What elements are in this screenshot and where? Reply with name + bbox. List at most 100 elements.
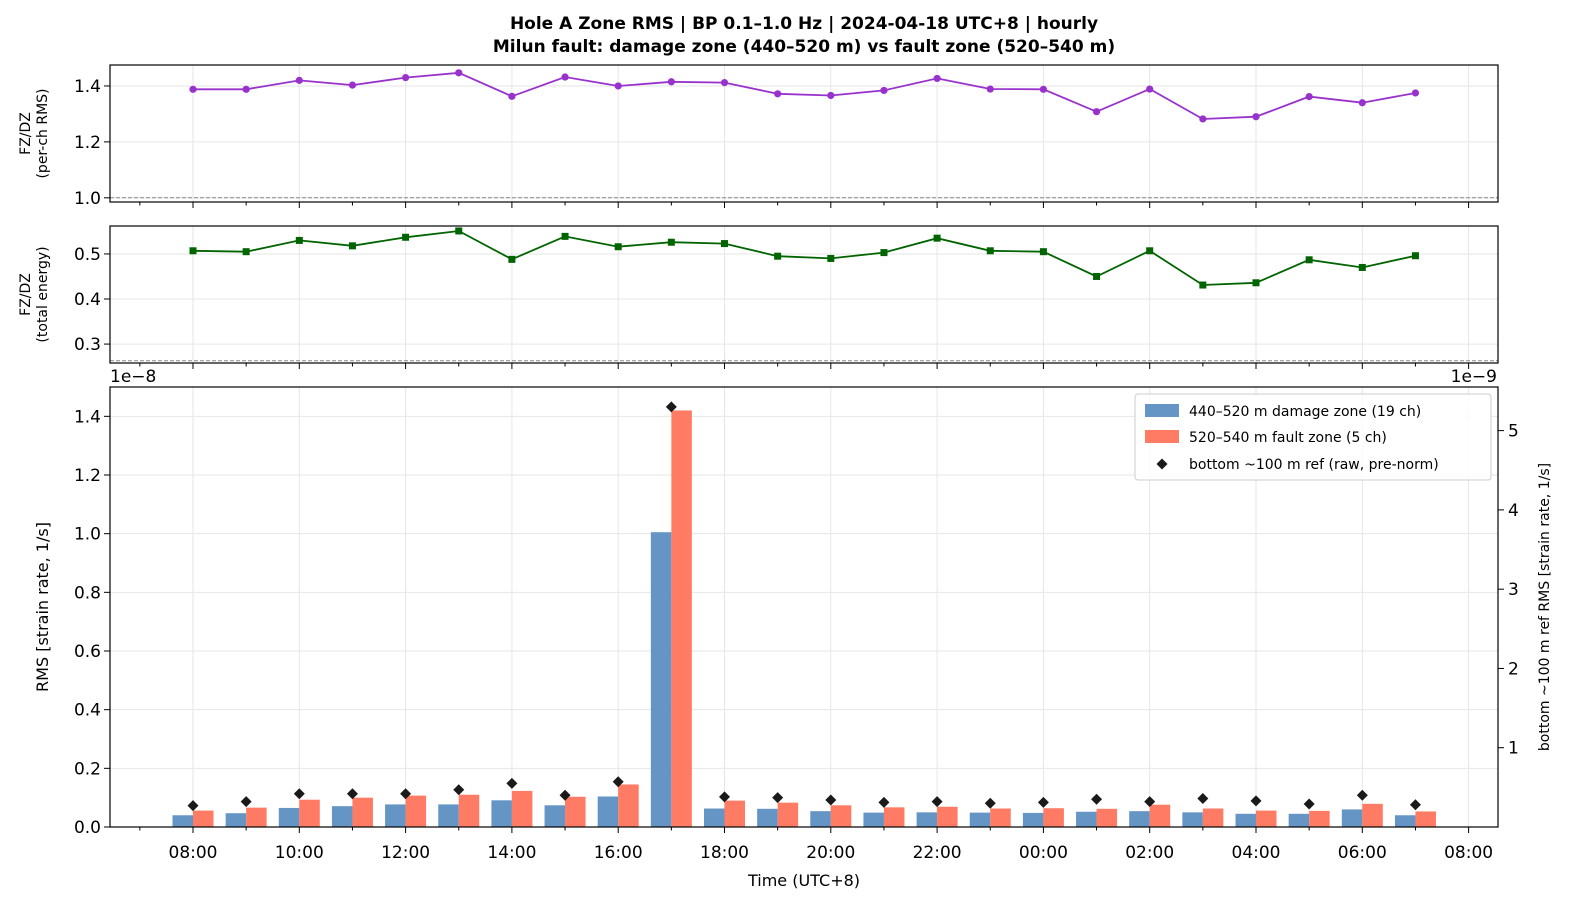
panel-ratio-per-ch: 1.0 1.2 1.4 FZ/DZ(per-ch RMS) <box>18 64 1499 209</box>
per-ch-ratio-point <box>986 85 994 93</box>
fault-zone-bar <box>1096 808 1118 827</box>
y-tick-label: 0.4 <box>74 701 101 721</box>
bottom-ref-marker <box>825 794 837 806</box>
damage-zone-bar <box>491 800 512 827</box>
per-ch-ratio-point <box>1305 92 1313 101</box>
bottom-ref-marker <box>453 784 465 796</box>
fault-zone-bar <box>990 808 1011 827</box>
total-energy-ratio-series-line <box>192 230 1416 286</box>
panel-rms-bars: 0.0 0.2 0.4 0.6 0.8 1.0 1.2 1.4 1 2 3 4 5 08:00 10:00 1… <box>33 386 1553 863</box>
total-energy-ratio-point <box>667 238 675 246</box>
fault-zone-bar <box>937 806 958 827</box>
damage-zone-bar <box>544 805 566 827</box>
damage-zone-bar <box>810 811 831 827</box>
x-tick-label: 16:00 <box>594 843 643 863</box>
fault-zone-bar <box>777 802 799 827</box>
x-tick-label: 12:00 <box>381 843 430 863</box>
y-axis-label: FZ/DZ(per-ch RMS) <box>18 88 51 178</box>
bottom-ref-marker <box>878 796 890 808</box>
total-energy-ratio-point <box>508 255 516 263</box>
bottom-ref-marker <box>719 791 730 803</box>
y-tick-label: 0.0 <box>74 818 101 838</box>
total-energy-ratio-point <box>348 242 356 250</box>
fault-zone-bar <box>1043 808 1064 827</box>
damage-zone-bar <box>1182 812 1203 827</box>
per-ch-ratio-point <box>295 76 303 84</box>
fault-zone-bar <box>883 807 905 827</box>
damage-zone-bar <box>1076 811 1097 827</box>
total-energy-ratio-point <box>1252 279 1260 287</box>
fault-zone-bar <box>193 810 214 827</box>
y-tick-label: 0.8 <box>74 583 101 603</box>
legend-marker <box>1156 458 1168 470</box>
total-energy-ratio-point <box>1039 248 1047 256</box>
y2-offset-label: 1e−9 <box>1451 367 1497 387</box>
y-axis-label-line: (per-ch RMS) <box>35 88 51 178</box>
x-tick-label: 20:00 <box>806 843 855 863</box>
damage-zone-bar <box>969 812 991 827</box>
per-ch-ratio-point <box>455 69 463 77</box>
total-energy-ratio-point <box>1305 256 1313 264</box>
damage-zone-bar <box>331 806 353 827</box>
damage-zone-bar <box>1394 815 1416 827</box>
panel-frame <box>109 386 1499 828</box>
total-energy-ratio-point <box>880 249 888 257</box>
y-axis-label-line: FZ/DZ <box>18 112 34 155</box>
y-axis-label-line: (total energy) <box>35 246 51 342</box>
y-offset-label: 1e−8 <box>110 367 156 387</box>
fault-zone-bar <box>299 799 320 827</box>
total-energy-ratio-point <box>455 227 463 235</box>
bottom-ref-marker <box>400 788 412 800</box>
damage-zone-bar <box>172 815 193 827</box>
x-tick-label: 06:00 <box>1338 843 1387 863</box>
damage-zone-bar <box>863 812 884 827</box>
y-tick-label: 1.0 <box>74 525 101 545</box>
bottom-ref-marker <box>240 796 252 808</box>
x-tick-label: 04:00 <box>1232 843 1281 863</box>
fault-zone-bar <box>618 784 639 827</box>
damage-zone-bar <box>704 808 725 827</box>
per-ch-ratio-point <box>720 79 729 87</box>
per-ch-ratio-series-line <box>193 71 1416 120</box>
fault-zone-bar <box>565 796 586 827</box>
per-ch-ratio-point <box>1092 108 1101 116</box>
fault-zone-bar <box>1149 804 1171 827</box>
y-tick-label: 1.2 <box>74 466 101 486</box>
y-axis-label: FZ/DZ(total energy) <box>18 246 51 342</box>
y-tick-label: 0.2 <box>74 759 101 779</box>
per-ch-ratio-point <box>774 90 782 98</box>
legend: 440–520 m damage zone (19 ch) 520–540 m f… <box>1134 393 1492 481</box>
total-energy-ratio-point <box>986 247 994 255</box>
chart-title: Hole A Zone RMS | BP 0.1–1.0 Hz | 2024-0… <box>510 14 1098 34</box>
per-ch-ratio-point <box>402 73 410 82</box>
total-energy-ratio-point <box>1411 252 1419 260</box>
panel-frame <box>109 64 1499 203</box>
y2-tick-label: 5 <box>1508 422 1519 442</box>
bottom-ref-marker <box>931 796 943 808</box>
bottom-ref-marker <box>1197 792 1209 804</box>
y-tick-label: 1.4 <box>74 77 101 97</box>
per-ch-ratio-point <box>1411 89 1420 97</box>
bottom-ref-marker <box>187 800 199 812</box>
per-ch-ratio-point <box>1199 115 1207 123</box>
fault-zone-bar <box>352 797 373 827</box>
bottom-ref-marker <box>1409 799 1421 811</box>
per-ch-ratio-point <box>1358 99 1366 107</box>
per-ch-ratio-point <box>1146 85 1154 93</box>
x-tick-label: 22:00 <box>913 843 962 863</box>
y-axis-label: RMS [strain rate, 1/s] <box>33 522 52 692</box>
bottom-ref-marker <box>1091 793 1103 805</box>
per-ch-ratio-point <box>1252 113 1260 121</box>
damage-zone-bar <box>1022 812 1044 827</box>
fault-zone-bar <box>1256 810 1277 827</box>
panel-ratio-total-energy: 0.3 0.4 0.5 FZ/DZ(total energy) <box>18 225 1499 369</box>
damage-zone-bar <box>916 812 938 827</box>
y-tick-label: 0.5 <box>74 245 101 265</box>
total-energy-ratio-point <box>774 252 782 260</box>
x-tick-label: 00:00 <box>1019 843 1068 863</box>
total-energy-ratio-point <box>189 247 197 255</box>
per-ch-ratio-point <box>933 74 941 83</box>
bottom-ref-marker <box>984 797 996 809</box>
y-tick-label: 1.4 <box>74 407 101 427</box>
